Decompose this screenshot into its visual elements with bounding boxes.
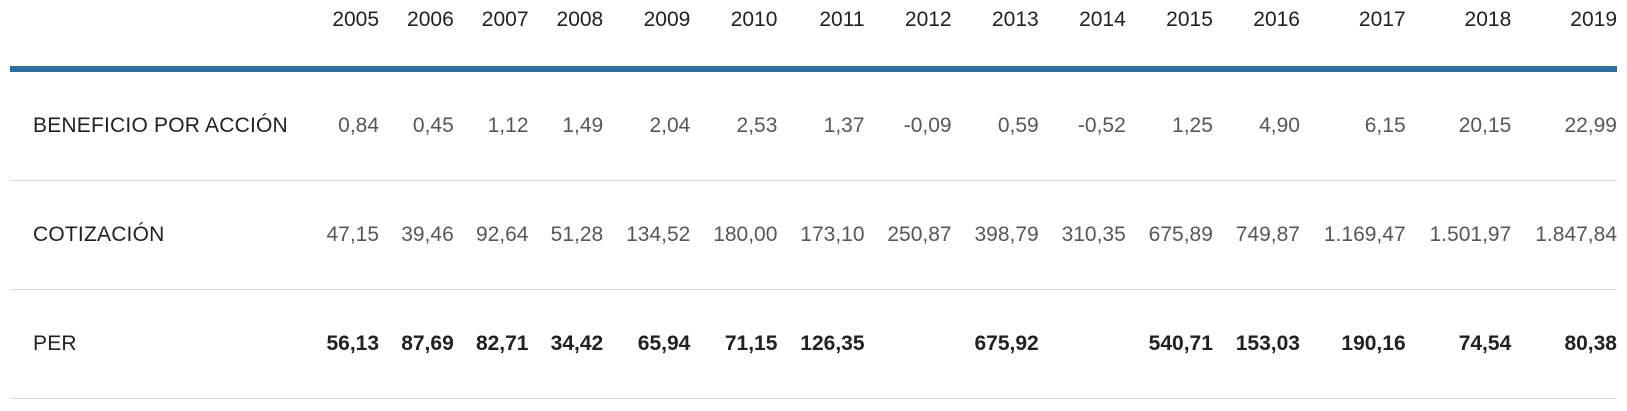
value-cell: 0,84 [304,69,380,181]
value-cell: 398,79 [951,180,1039,290]
year-header: 2005 [304,0,380,72]
value-cell: 134,52 [603,180,691,290]
value-cell: -0,52 [1038,69,1126,181]
value-cell: 65,94 [603,289,691,399]
year-header: 2012 [864,0,952,72]
table-row: BENEFICIO POR ACCIÓN 0,84 0,45 1,12 1,49 2,04… [10,69,1617,181]
value-cell: 87,69 [379,289,454,399]
value-cell: 310,35 [1038,180,1126,290]
value-cell: 2,53 [690,69,778,181]
row-label: PER [10,289,305,399]
year-header: 2016 [1212,0,1300,72]
value-cell: 749,87 [1212,180,1300,290]
year-header: 2009 [603,0,691,72]
value-cell: 74,54 [1405,289,1512,399]
row-label: BENEFICIO POR ACCIÓN [10,69,305,181]
value-cell: 1,25 [1125,69,1213,181]
value-cell: 1,37 [777,69,865,181]
value-cell: 34,42 [528,289,604,399]
year-header: 2013 [951,0,1039,72]
value-cell: 47,15 [304,180,380,290]
table-body: BENEFICIO POR ACCIÓN 0,84 0,45 1,12 1,49 2,04… [10,69,1617,399]
value-cell: 675,89 [1125,180,1213,290]
value-cell: 153,03 [1212,289,1300,399]
year-header: 2008 [528,0,604,72]
financial-table-container: 2005 2006 2007 2008 2009 2010 2011 2012 2013 2014… [10,0,1617,399]
value-cell [1038,289,1126,399]
value-cell: 1.501,97 [1405,180,1512,290]
table-row: PER 56,13 87,69 82,71 34,42 65,94 71,15 126,35 6… [10,289,1617,399]
table-row: COTIZACIÓN 47,15 39,46 92,64 51,28 134,52 180,… [10,180,1617,290]
year-header: 2017 [1299,0,1406,72]
year-header: 2019 [1511,0,1617,72]
value-cell: 4,90 [1212,69,1300,181]
value-cell: 39,46 [379,180,454,290]
value-cell: 250,87 [864,180,952,290]
value-cell: 71,15 [690,289,778,399]
value-cell: 180,00 [690,180,778,290]
year-header: 2010 [690,0,778,72]
value-cell: 0,45 [379,69,454,181]
value-cell: 540,71 [1125,289,1213,399]
table-header: 2005 2006 2007 2008 2009 2010 2011 2012 2013 2014… [10,0,1617,72]
value-cell: 1,49 [528,69,604,181]
financial-history-table: 2005 2006 2007 2008 2009 2010 2011 2012 2013 2014… [10,0,1617,399]
value-cell: 173,10 [777,180,865,290]
year-header: 2011 [777,0,865,72]
value-cell: 0,59 [951,69,1039,181]
year-header: 2014 [1038,0,1126,72]
value-cell: 92,64 [453,180,529,290]
value-cell: 2,04 [603,69,691,181]
value-cell: 190,16 [1299,289,1406,399]
value-cell: 126,35 [777,289,865,399]
header-row: 2005 2006 2007 2008 2009 2010 2011 2012 2013 2014… [10,0,1617,72]
year-header: 2007 [453,0,529,72]
value-cell: 82,71 [453,289,529,399]
header-label-cell [10,0,305,72]
value-cell: 1.169,47 [1299,180,1406,290]
value-cell [864,289,952,399]
year-header: 2018 [1405,0,1512,72]
value-cell: 675,92 [951,289,1039,399]
value-cell: 20,15 [1405,69,1512,181]
value-cell: -0,09 [864,69,952,181]
value-cell: 22,99 [1511,69,1617,181]
value-cell: 51,28 [528,180,604,290]
value-cell: 80,38 [1511,289,1617,399]
row-label: COTIZACIÓN [10,180,305,290]
year-header: 2015 [1125,0,1213,72]
value-cell: 1,12 [453,69,529,181]
value-cell: 6,15 [1299,69,1406,181]
value-cell: 56,13 [304,289,380,399]
year-header: 2006 [379,0,454,72]
value-cell: 1.847,84 [1511,180,1617,290]
